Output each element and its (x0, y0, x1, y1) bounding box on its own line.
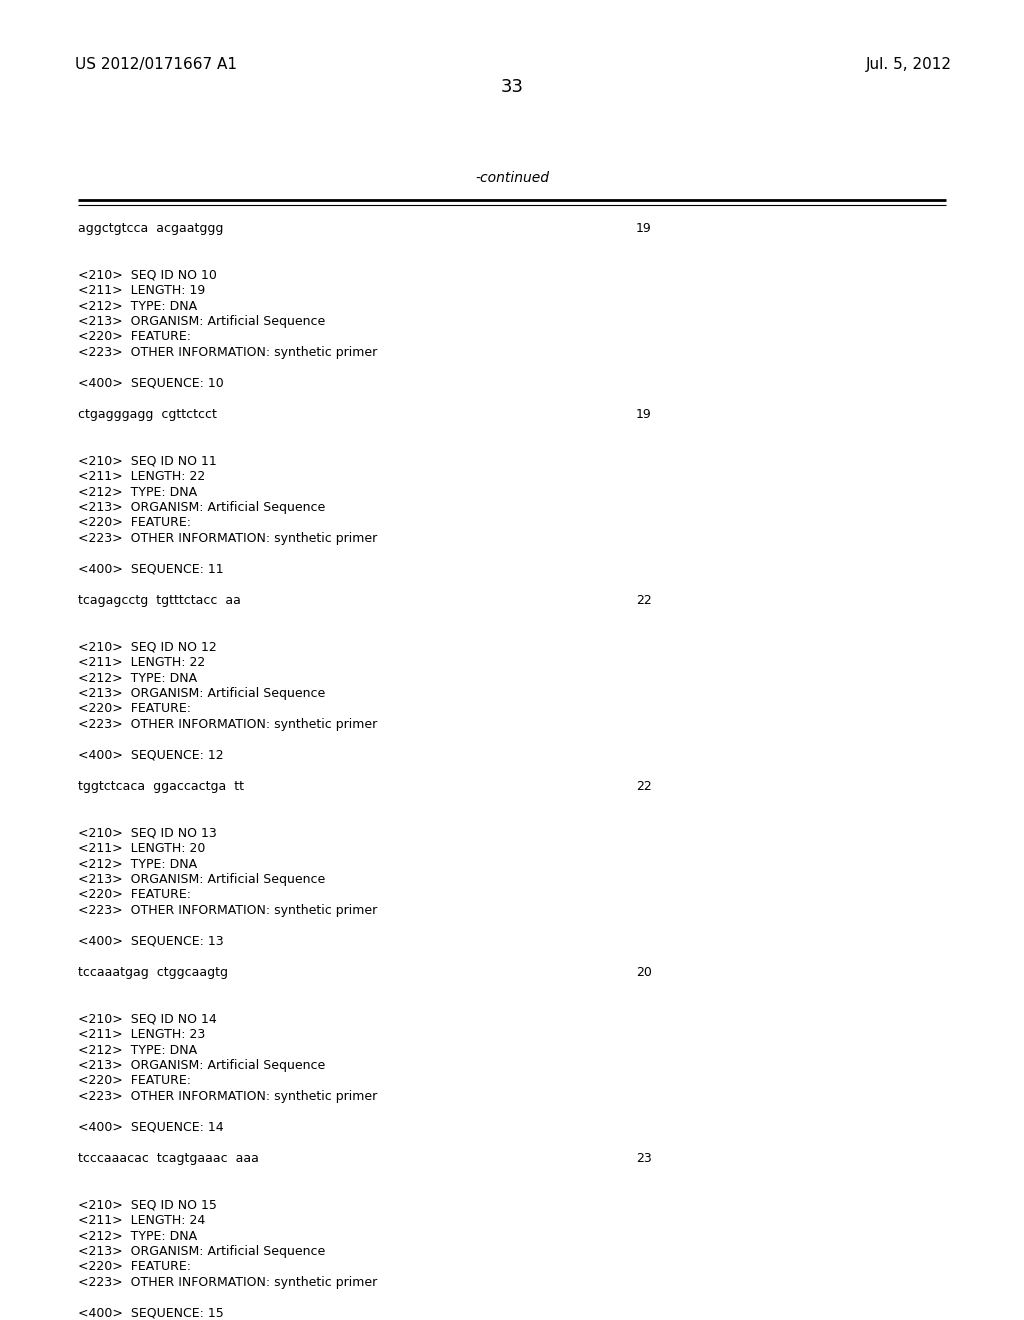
Text: <220>  FEATURE:: <220> FEATURE: (78, 888, 191, 902)
Text: <210>  SEQ ID NO 12: <210> SEQ ID NO 12 (78, 640, 217, 653)
Text: -continued: -continued (475, 172, 549, 185)
Text: <213>  ORGANISM: Artificial Sequence: <213> ORGANISM: Artificial Sequence (78, 686, 326, 700)
Text: <210>  SEQ ID NO 15: <210> SEQ ID NO 15 (78, 1199, 217, 1212)
Text: <210>  SEQ ID NO 13: <210> SEQ ID NO 13 (78, 826, 217, 840)
Text: <213>  ORGANISM: Artificial Sequence: <213> ORGANISM: Artificial Sequence (78, 315, 326, 327)
Text: US 2012/0171667 A1: US 2012/0171667 A1 (75, 57, 237, 73)
Text: <210>  SEQ ID NO 11: <210> SEQ ID NO 11 (78, 454, 217, 467)
Text: <212>  TYPE: DNA: <212> TYPE: DNA (78, 1229, 198, 1242)
Text: <211>  LENGTH: 20: <211> LENGTH: 20 (78, 842, 206, 855)
Text: <211>  LENGTH: 23: <211> LENGTH: 23 (78, 1028, 205, 1041)
Text: <220>  FEATURE:: <220> FEATURE: (78, 516, 191, 529)
Text: <400>  SEQUENCE: 12: <400> SEQUENCE: 12 (78, 748, 223, 762)
Text: <212>  TYPE: DNA: <212> TYPE: DNA (78, 486, 198, 499)
Text: <223>  OTHER INFORMATION: synthetic primer: <223> OTHER INFORMATION: synthetic prime… (78, 904, 377, 917)
Text: <220>  FEATURE:: <220> FEATURE: (78, 1074, 191, 1088)
Text: tccaaatgag  ctggcaagtg: tccaaatgag ctggcaagtg (78, 966, 228, 979)
Text: 23: 23 (636, 1152, 651, 1166)
Text: <212>  TYPE: DNA: <212> TYPE: DNA (78, 1044, 198, 1056)
Text: <400>  SEQUENCE: 14: <400> SEQUENCE: 14 (78, 1121, 223, 1134)
Text: 19: 19 (636, 408, 651, 421)
Text: Jul. 5, 2012: Jul. 5, 2012 (866, 57, 952, 73)
Text: <223>  OTHER INFORMATION: synthetic primer: <223> OTHER INFORMATION: synthetic prime… (78, 1090, 377, 1104)
Text: <400>  SEQUENCE: 13: <400> SEQUENCE: 13 (78, 935, 223, 948)
Text: <211>  LENGTH: 22: <211> LENGTH: 22 (78, 470, 205, 483)
Text: 33: 33 (501, 78, 523, 96)
Text: <211>  LENGTH: 24: <211> LENGTH: 24 (78, 1214, 205, 1228)
Text: <213>  ORGANISM: Artificial Sequence: <213> ORGANISM: Artificial Sequence (78, 502, 326, 513)
Text: <212>  TYPE: DNA: <212> TYPE: DNA (78, 672, 198, 685)
Text: <220>  FEATURE:: <220> FEATURE: (78, 1261, 191, 1274)
Text: tggtctcaca  ggaccactga  tt: tggtctcaca ggaccactga tt (78, 780, 244, 793)
Text: <211>  LENGTH: 19: <211> LENGTH: 19 (78, 284, 205, 297)
Text: <213>  ORGANISM: Artificial Sequence: <213> ORGANISM: Artificial Sequence (78, 1059, 326, 1072)
Text: tcccaaacac  tcagtgaaac  aaa: tcccaaacac tcagtgaaac aaa (78, 1152, 259, 1166)
Text: <223>  OTHER INFORMATION: synthetic primer: <223> OTHER INFORMATION: synthetic prime… (78, 532, 377, 545)
Text: <220>  FEATURE:: <220> FEATURE: (78, 330, 191, 343)
Text: ctgagggagg  cgttctcct: ctgagggagg cgttctcct (78, 408, 217, 421)
Text: <212>  TYPE: DNA: <212> TYPE: DNA (78, 300, 198, 313)
Text: <213>  ORGANISM: Artificial Sequence: <213> ORGANISM: Artificial Sequence (78, 873, 326, 886)
Text: <223>  OTHER INFORMATION: synthetic primer: <223> OTHER INFORMATION: synthetic prime… (78, 346, 377, 359)
Text: <213>  ORGANISM: Artificial Sequence: <213> ORGANISM: Artificial Sequence (78, 1245, 326, 1258)
Text: 20: 20 (636, 966, 652, 979)
Text: tcagagcctg  tgtttctacc  aa: tcagagcctg tgtttctacc aa (78, 594, 241, 607)
Text: <210>  SEQ ID NO 14: <210> SEQ ID NO 14 (78, 1012, 217, 1026)
Text: <400>  SEQUENCE: 15: <400> SEQUENCE: 15 (78, 1307, 224, 1320)
Text: 22: 22 (636, 594, 651, 607)
Text: <210>  SEQ ID NO 10: <210> SEQ ID NO 10 (78, 268, 217, 281)
Text: 19: 19 (636, 222, 651, 235)
Text: 22: 22 (636, 780, 651, 793)
Text: <223>  OTHER INFORMATION: synthetic primer: <223> OTHER INFORMATION: synthetic prime… (78, 718, 377, 731)
Text: <223>  OTHER INFORMATION: synthetic primer: <223> OTHER INFORMATION: synthetic prime… (78, 1276, 377, 1290)
Text: <400>  SEQUENCE: 11: <400> SEQUENCE: 11 (78, 564, 223, 576)
Text: <220>  FEATURE:: <220> FEATURE: (78, 702, 191, 715)
Text: <211>  LENGTH: 22: <211> LENGTH: 22 (78, 656, 205, 669)
Text: <400>  SEQUENCE: 10: <400> SEQUENCE: 10 (78, 378, 224, 389)
Text: aggctgtcca  acgaatggg: aggctgtcca acgaatggg (78, 222, 223, 235)
Text: <212>  TYPE: DNA: <212> TYPE: DNA (78, 858, 198, 870)
